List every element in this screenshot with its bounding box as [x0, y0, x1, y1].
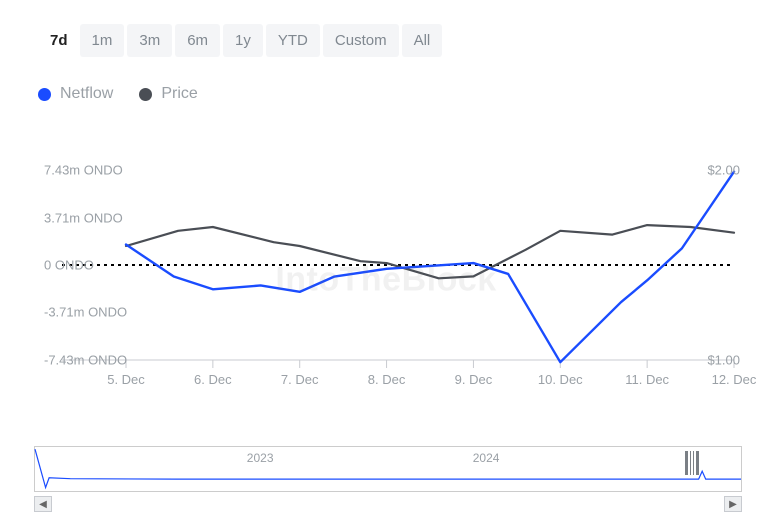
y-left-tick: 0 ONDO: [44, 258, 94, 273]
x-tick: 12. Dec: [712, 372, 757, 387]
range-minimap[interactable]: 2023 2024: [34, 446, 742, 492]
legend-item-netflow[interactable]: Netflow: [38, 85, 113, 103]
range-tab-all[interactable]: All: [402, 24, 443, 57]
legend-label-price: Price: [161, 85, 197, 103]
minimap-handle[interactable]: [685, 451, 699, 475]
y-left-tick: -7.43m ONDO: [44, 353, 127, 368]
minimap-year-label: 2024: [473, 451, 500, 465]
x-tick: 5. Dec: [107, 372, 145, 387]
minimap-sparkline: [35, 447, 741, 491]
range-tab-6m[interactable]: 6m: [175, 24, 220, 57]
minimap-scroll-left[interactable]: ◀: [34, 496, 52, 512]
range-tab-1m[interactable]: 1m: [80, 24, 125, 57]
chart-legend: Netflow Price: [0, 57, 768, 103]
x-tick: 9. Dec: [455, 372, 493, 387]
main-chart: IntoTheBlock 7.43m ONDO 3.71m ONDO 0 ONDO -…: [30, 160, 742, 400]
minimap-year-label: 2023: [247, 451, 274, 465]
range-tab-7d[interactable]: 7d: [38, 24, 80, 57]
range-tab-ytd[interactable]: YTD: [266, 24, 320, 57]
legend-dot-netflow: [38, 88, 51, 101]
legend-item-price[interactable]: Price: [139, 85, 197, 103]
minimap-scroll-right[interactable]: ▶: [724, 496, 742, 512]
y-left-tick: 3.71m ONDO: [44, 210, 123, 225]
legend-label-netflow: Netflow: [60, 85, 113, 103]
range-tab-3m[interactable]: 3m: [127, 24, 172, 57]
y-right-tick: $2.00: [707, 163, 740, 178]
x-tick: 6. Dec: [194, 372, 232, 387]
watermark: IntoTheBlock: [275, 261, 496, 300]
y-left-tick: -3.71m ONDO: [44, 305, 127, 320]
x-tick: 10. Dec: [538, 372, 583, 387]
x-tick: 7. Dec: [281, 372, 319, 387]
range-tab-1y[interactable]: 1y: [223, 24, 263, 57]
x-tick: 8. Dec: [368, 372, 406, 387]
y-right-tick: $1.00: [707, 353, 740, 368]
x-tick: 11. Dec: [625, 372, 669, 387]
time-range-tabs: 7d1m3m6m1yYTDCustomAll: [0, 0, 768, 57]
range-tab-custom[interactable]: Custom: [323, 24, 399, 57]
legend-dot-price: [139, 88, 152, 101]
y-left-tick: 7.43m ONDO: [44, 163, 123, 178]
